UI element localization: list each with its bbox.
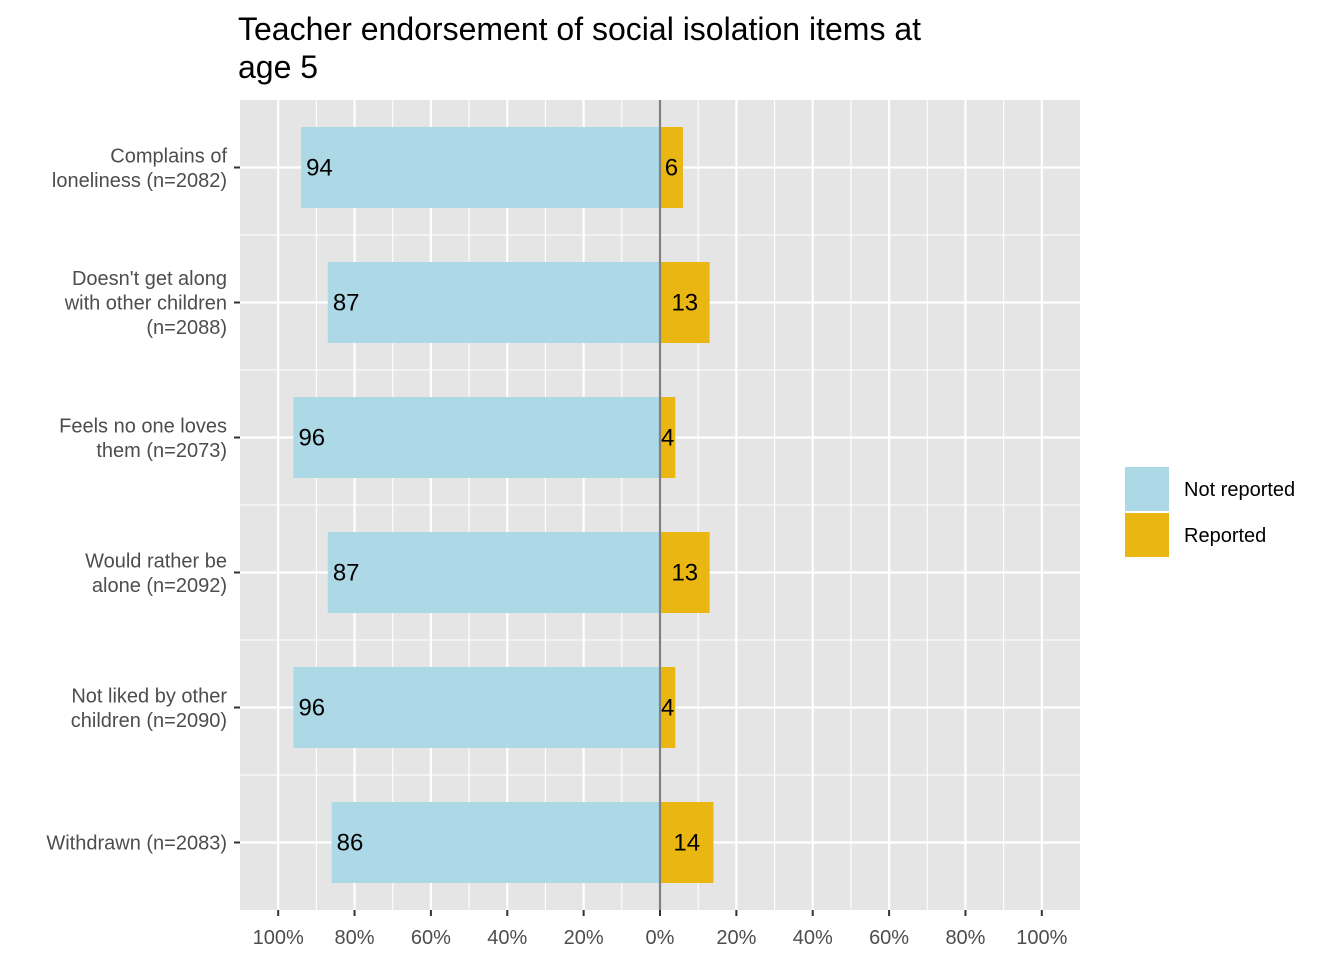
data-label-reported: 6	[665, 155, 678, 182]
bar-not-reported	[327, 532, 660, 613]
x-axis-tick-label: 0%	[646, 927, 675, 949]
x-axis-tick-label: 80%	[945, 927, 985, 949]
bar-reported	[660, 532, 710, 613]
bar-reported	[660, 802, 714, 883]
y-axis-label: Not liked by other	[71, 685, 227, 707]
x-axis-tick-label: 60%	[411, 927, 451, 949]
legend-label: Not reported	[1184, 479, 1295, 501]
legend-key	[1123, 511, 1171, 559]
y-axis-label: Feels no one loves	[59, 415, 227, 437]
y-axis-label: Doesn't get along	[72, 268, 227, 290]
data-label-reported: 13	[671, 290, 698, 317]
data-label-not-reported: 94	[306, 155, 333, 182]
x-axis-tick-label: 20%	[564, 927, 604, 949]
y-axis-label: Would rather be	[85, 550, 227, 572]
x-axis-tick-label: 100%	[1016, 927, 1067, 949]
bar-reported	[660, 262, 710, 343]
y-axis: Complains of loneliness (n=2082) Doesn't g…	[46, 145, 240, 855]
data-label-reported: 14	[673, 830, 700, 857]
y-axis-label: Complains of	[110, 145, 227, 167]
bar-not-reported	[327, 262, 660, 343]
bars	[293, 127, 714, 883]
legend-key	[1123, 465, 1171, 513]
x-axis-tick-label: 40%	[487, 927, 527, 949]
x-axis: 100% 80% 60% 40% 20% 0% 20% 40% 60% 80% 100%	[253, 910, 1068, 949]
bar-reported	[660, 127, 683, 208]
bar-not-reported	[293, 667, 660, 748]
y-axis-label: with other children	[64, 293, 227, 315]
y-axis-label: children (n=2090)	[71, 710, 227, 732]
grid-lines	[240, 100, 1080, 910]
x-axis-tick-label: 100%	[253, 927, 304, 949]
data-labels: 94 6 87 13 96 4 87 13 96 4 86 14	[298, 155, 700, 857]
data-label-reported: 4	[661, 425, 674, 452]
y-axis-label: them (n=2073)	[96, 440, 227, 462]
data-label-reported: 4	[661, 695, 674, 722]
bar-reported	[660, 667, 676, 748]
data-label-not-reported: 96	[298, 695, 325, 722]
data-label-not-reported: 86	[337, 830, 364, 857]
y-axis-label: loneliness (n=2082)	[52, 170, 227, 192]
x-axis-tick-label: 20%	[716, 927, 756, 949]
bar-not-reported	[331, 802, 660, 883]
chart-title-line-1: Teacher endorsement of social isolation …	[238, 11, 921, 47]
data-label-reported: 13	[671, 560, 698, 587]
legend: Not reported Reported	[1123, 465, 1295, 559]
x-axis-tick-label: 60%	[869, 927, 909, 949]
y-axis-label: (n=2088)	[146, 317, 227, 339]
data-label-not-reported: 87	[333, 560, 360, 587]
bar-reported	[660, 397, 676, 478]
x-axis-tick-label: 80%	[335, 927, 375, 949]
legend-label: Reported	[1184, 525, 1266, 547]
x-axis-tick-label: 40%	[793, 927, 833, 949]
data-label-not-reported: 96	[298, 425, 325, 452]
bar-not-reported	[301, 127, 660, 208]
bar-not-reported	[293, 397, 660, 478]
chart-title-line-2: age 5	[238, 49, 318, 85]
y-axis-label: alone (n=2092)	[92, 575, 227, 597]
data-label-not-reported: 87	[333, 290, 360, 317]
y-axis-label: Withdrawn (n=2083)	[46, 833, 227, 855]
